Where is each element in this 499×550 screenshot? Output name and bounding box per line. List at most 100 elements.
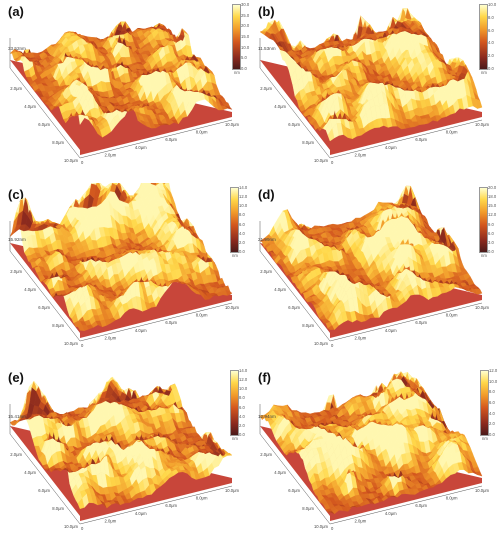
- axis-tick-label: 4.0μm: [274, 104, 286, 109]
- axis-group: 2.0μm4.0μm6.0μm8.0μm10.0μm2.0μm4.0μm6.0μ…: [9, 38, 240, 165]
- panel-label: (b): [258, 4, 275, 19]
- right-axis-line: [79, 302, 233, 342]
- axis-tick-label: 10.0μm: [475, 122, 490, 127]
- axis-tick-label: 0: [81, 343, 84, 348]
- colorbar-tick-label: 30.0: [241, 2, 250, 7]
- z-scale-label: 11.53nm: [258, 46, 276, 51]
- colorbar-tick-label: 12.0: [239, 194, 248, 200]
- axis-tick-label: 4.0μm: [385, 145, 397, 150]
- axis-tick-label: 10.0μm: [314, 341, 329, 346]
- colorbar-tick-label: 3.0: [488, 239, 494, 245]
- axis-tick-label: 0: [331, 160, 334, 165]
- axis-tick-label: 10.0μm: [64, 341, 79, 346]
- height-colorbar: [479, 187, 488, 253]
- height-colorbar: [232, 4, 241, 70]
- colorbar-tick-label: 14.0: [239, 185, 248, 190]
- left-axis-line: [259, 250, 331, 342]
- axis-tick-label: 8.0μm: [446, 313, 458, 318]
- afm-surface-plot: 2.0μm4.0μm6.0μm8.0μm10.0μm2.0μm4.0μm6.0μ…: [9, 21, 240, 165]
- colorbar-tick-label: 2.0: [488, 53, 494, 59]
- afm-surface-plot: 2.0μm4.0μm6.0μm8.0μm10.0μm2.0μm4.0μm6.0μ…: [9, 376, 240, 531]
- colorbar-tick-label: 15.0: [241, 34, 250, 39]
- axis-tick-label: 8.0μm: [302, 140, 314, 145]
- axis-tick-label: 6.0μm: [165, 320, 177, 325]
- colorbar-tick-label: 10.0: [241, 44, 250, 50]
- axis-tick-label: 2.0μm: [260, 269, 272, 274]
- surface-facet: [225, 105, 233, 110]
- colorbar-tick-label: 8.0: [239, 212, 245, 218]
- colorbar-tick-label: 9.0: [488, 221, 494, 227]
- axis-tick-label: 6.0μm: [165, 137, 177, 142]
- axis-tick-label: 10.0μm: [64, 158, 79, 163]
- colorbar-tick-label: 6.0: [239, 221, 245, 227]
- axis-tick-label: 2.0μm: [10, 269, 22, 274]
- panel-label: (e): [8, 370, 24, 385]
- surface-group: [9, 183, 233, 338]
- left-axis-line: [9, 250, 81, 342]
- axis-tick-label: 4.0μm: [385, 328, 397, 333]
- right-axis-line: [79, 119, 233, 159]
- colorbar-unit: nm: [232, 253, 238, 258]
- axis-tick-label: 2.0μm: [105, 335, 117, 340]
- colorbar-tick-label: 5.0: [241, 55, 247, 61]
- afm-panel-e: (e) 2.0μm 4.0μm 6.0μm 8.0μm 10.0μm 2.0μm 4.0μm…: [0, 366, 249, 549]
- axis-tick-label: 6.0μm: [415, 320, 427, 325]
- axis-tick-label: 2.0μm: [355, 335, 367, 340]
- afm-panel-d: (d) 2.0μm 4.0μm 6.0μm 8.0μm 10.0μm 2.0μm 4.0μm…: [250, 183, 499, 366]
- colorbar-tick-label: 18.0: [488, 194, 497, 200]
- colorbar-tick-label: 10.0: [239, 203, 248, 209]
- colorbar-tick-label: 0.0: [239, 249, 245, 254]
- colorbar-tick-label: 15.0: [488, 203, 497, 209]
- surface-facet: [151, 183, 157, 186]
- colorbar-tick-label: 25.0: [241, 12, 250, 18]
- axis-tick-label: 10.0μm: [225, 122, 240, 127]
- axis-tick-label: 4.0μm: [24, 104, 36, 109]
- axis-tick-label: 6.0μm: [38, 122, 50, 127]
- colorbar-tick-label: 6.0: [488, 27, 494, 33]
- axis-tick-label: 0: [81, 160, 84, 165]
- panel-label: (d): [258, 187, 275, 202]
- surface-facet: [475, 288, 483, 295]
- colorbar-tick-label: 2.0: [239, 239, 245, 245]
- colorbar-tick-label: 4.0: [239, 230, 245, 236]
- axis-tick-label: 8.0μm: [196, 313, 208, 318]
- axis-tick-label: 0: [331, 343, 334, 348]
- axis-tick-label: 4.0μm: [24, 287, 36, 292]
- axis-tick-label: 8.0μm: [52, 140, 64, 145]
- afm-surface-plot: 2.0μm4.0μm6.0μm8.0μm10.0μm2.0μm4.0μm6.0μ…: [259, 7, 490, 165]
- surface-facet: [134, 183, 142, 194]
- axis-tick-label: 2.0μm: [10, 86, 22, 91]
- z-scale-label: 33.52nm: [8, 46, 26, 51]
- right-axis-line: [329, 119, 483, 159]
- colorbar-unit: nm: [234, 70, 240, 75]
- colorbar-tick-label: 12.0: [488, 212, 497, 218]
- surface-facet: [155, 183, 160, 186]
- left-axis-line: [9, 67, 81, 159]
- colorbar-unit: nm: [481, 253, 487, 258]
- surface-group: [259, 185, 483, 338]
- colorbar-tick-label: 0.0: [241, 66, 247, 71]
- axis-tick-label: 8.0μm: [446, 130, 458, 135]
- surface-facet: [105, 183, 113, 199]
- axis-tick-label: 2.0μm: [260, 86, 272, 91]
- colorbar-tick-label: 6.0: [488, 230, 494, 236]
- colorbar-tick-label: 4.0: [488, 40, 494, 46]
- colorbar-unit: nm: [481, 70, 487, 75]
- axis-tick-label: 6.0μm: [288, 122, 300, 127]
- surface-facet: [475, 98, 483, 109]
- axis-group: 2.0μm4.0μm6.0μm8.0μm10.0μm2.0μm4.0μm6.0μ…: [259, 38, 490, 165]
- afm-surface-plot: 2.0μm4.0μm6.0μm8.0μm10.0μm2.0μm4.0μm6.0μ…: [9, 183, 240, 348]
- panel-label: (a): [8, 4, 24, 19]
- surface-facet: [137, 183, 143, 194]
- height-colorbar: [479, 4, 488, 70]
- z-scale-label: 21.99nm: [258, 237, 276, 242]
- axis-tick-label: 8.0μm: [52, 323, 64, 328]
- axis-tick-label: 10.0μm: [475, 305, 490, 310]
- afm-panel-a: (a) 2.0μm 4.0μm 6.0μm 8.0μm 10.0μm 2.0μm 4.0μm…: [0, 0, 249, 183]
- axis-tick-label: 4.0μm: [135, 328, 147, 333]
- colorbar-tick-label: 20.0: [488, 185, 497, 190]
- axis-group: 2.0μm4.0μm6.0μm8.0μm10.0μm2.0μm4.0μm6.0μ…: [9, 221, 240, 348]
- axis-tick-label: 4.0μm: [135, 145, 147, 150]
- axis-tick-label: 6.0μm: [288, 305, 300, 310]
- surface-facet: [225, 289, 233, 296]
